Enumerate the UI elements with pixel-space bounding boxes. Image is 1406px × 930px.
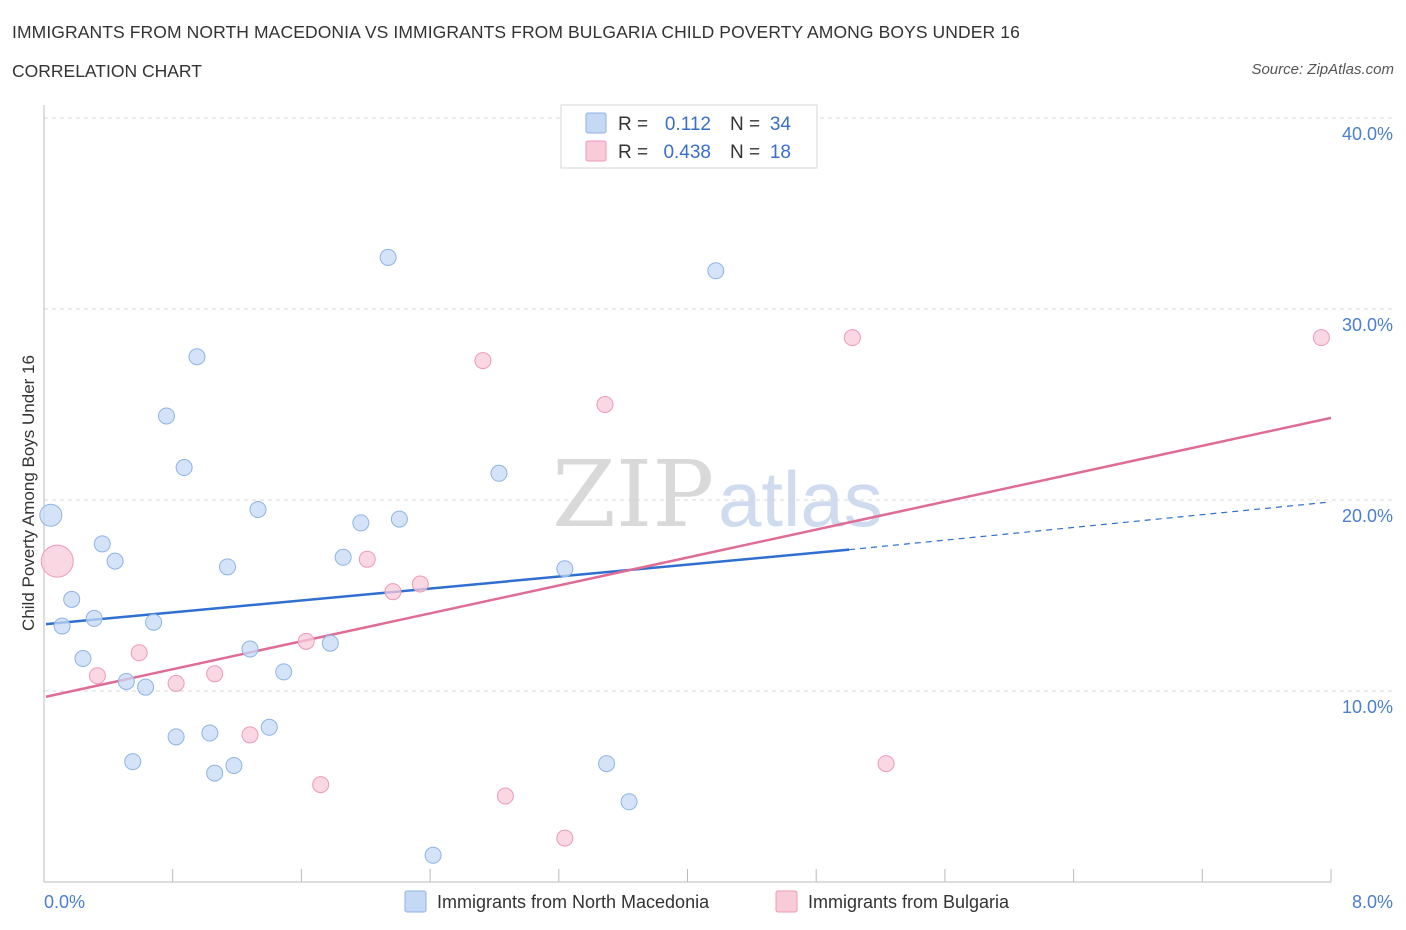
point-north-macedonia-22 bbox=[275, 663, 293, 681]
point-bulgaria-2 bbox=[130, 644, 148, 662]
legend-r-value-2: 0.438 bbox=[663, 142, 711, 163]
point-north-macedonia-33 bbox=[707, 262, 725, 280]
point-north-macedonia-15 bbox=[201, 724, 219, 742]
point-north-macedonia-1 bbox=[53, 617, 71, 635]
y-tick-label-20: 20.0% bbox=[1342, 506, 1393, 526]
point-bulgaria-4 bbox=[206, 665, 224, 683]
point-north-macedonia-16 bbox=[206, 764, 224, 782]
point-north-macedonia-2 bbox=[63, 590, 81, 608]
correlation-legend: R = 0.112 N = 34 R = 0.438 N = 18 bbox=[560, 104, 818, 169]
point-bulgaria-9 bbox=[384, 583, 402, 601]
point-north-macedonia-27 bbox=[390, 510, 408, 528]
x-tick-label-min: 0.0% bbox=[44, 892, 85, 912]
legend-r-label-2: R = bbox=[618, 142, 648, 163]
trend-line-north-macedonia-extension bbox=[849, 501, 1332, 551]
point-bulgaria-10 bbox=[411, 575, 429, 593]
point-north-macedonia-4 bbox=[85, 609, 103, 627]
point-north-macedonia-17 bbox=[219, 558, 237, 576]
point-north-macedonia-30 bbox=[556, 560, 574, 578]
point-north-macedonia-23 bbox=[321, 634, 339, 652]
point-bulgaria-7 bbox=[312, 776, 330, 794]
point-north-macedonia-20 bbox=[249, 501, 267, 519]
chart-title: IMMIGRANTS FROM NORTH MACEDONIA VS IMMIG… bbox=[12, 22, 1020, 42]
point-north-macedonia-24 bbox=[334, 548, 352, 566]
y-tick-label-30: 30.0% bbox=[1342, 315, 1393, 335]
point-north-macedonia-13 bbox=[175, 459, 193, 477]
point-north-macedonia-25 bbox=[352, 514, 370, 532]
point-bulgaria-6 bbox=[297, 632, 315, 650]
point-bulgaria-13 bbox=[556, 829, 574, 847]
point-bulgaria-3 bbox=[167, 674, 185, 692]
chart-subtitle: CORRELATION CHART bbox=[12, 61, 202, 81]
bottom-legend-swatch-north-macedonia bbox=[404, 890, 427, 913]
watermark-zip: ZIP bbox=[552, 441, 714, 548]
legend-n-label-2: N = bbox=[730, 142, 760, 163]
source-label: Source: ZipAtlas.com bbox=[1251, 61, 1394, 78]
point-north-macedonia-14 bbox=[188, 348, 206, 366]
point-bulgaria-16 bbox=[877, 755, 895, 773]
point-north-macedonia-29 bbox=[490, 464, 508, 482]
x-tick-label-max: 8.0% bbox=[1352, 892, 1393, 912]
point-north-macedonia-12 bbox=[167, 728, 185, 746]
y-axis-title: Child Poverty Among Boys Under 16 bbox=[19, 355, 38, 631]
point-bulgaria-14 bbox=[596, 396, 614, 413]
point-north-macedonia-21 bbox=[260, 718, 278, 736]
point-bulgaria-8 bbox=[358, 550, 376, 568]
watermark-atlas: atlas bbox=[718, 455, 883, 543]
point-north-macedonia-3 bbox=[74, 650, 92, 668]
point-north-macedonia-19 bbox=[241, 640, 259, 658]
point-north-macedonia-31 bbox=[598, 755, 616, 773]
point-north-macedonia-26 bbox=[379, 248, 397, 266]
point-north-macedonia-6 bbox=[106, 552, 124, 570]
bottom-legend-label-bulgaria: Immigrants from Bulgaria bbox=[808, 892, 1010, 912]
legend-r-label-1: R = bbox=[618, 114, 648, 135]
point-bulgaria-11 bbox=[474, 352, 492, 370]
point-bulgaria-12 bbox=[496, 787, 514, 805]
point-bulgaria-0 bbox=[40, 544, 74, 578]
point-north-macedonia-9 bbox=[137, 678, 155, 696]
legend-r-value-1: 0.112 bbox=[665, 114, 711, 135]
point-bulgaria-15 bbox=[843, 329, 861, 347]
point-north-macedonia-28 bbox=[424, 846, 442, 864]
point-north-macedonia-8 bbox=[124, 753, 142, 771]
point-north-macedonia-18 bbox=[225, 756, 243, 774]
point-north-macedonia-10 bbox=[145, 613, 163, 631]
legend-swatch-bulgaria bbox=[585, 140, 607, 162]
y-tick-label-40: 40.0% bbox=[1342, 124, 1393, 144]
trend-lines bbox=[45, 416, 1332, 698]
x-ticks bbox=[43, 869, 1332, 882]
legend-n-value-1: 34 bbox=[770, 114, 792, 135]
point-bulgaria-5 bbox=[241, 726, 259, 744]
legend-n-value-2: 18 bbox=[770, 142, 791, 163]
point-bulgaria-17 bbox=[1312, 329, 1330, 347]
point-bulgaria-1 bbox=[88, 667, 106, 685]
legend-n-label-1: N = bbox=[730, 114, 760, 135]
trend-line-north-macedonia bbox=[45, 548, 850, 626]
y-tick-label-10: 10.0% bbox=[1342, 697, 1393, 717]
bottom-legend-swatch-bulgaria bbox=[775, 890, 798, 913]
point-north-macedonia-11 bbox=[157, 407, 175, 425]
legend-swatch-north-macedonia bbox=[585, 112, 607, 134]
point-north-macedonia-7 bbox=[117, 672, 135, 690]
bottom-legend-label-north-macedonia: Immigrants from North Macedonia bbox=[437, 892, 710, 912]
y-tick-labels: 10.0% 20.0% 30.0% 40.0% bbox=[1342, 124, 1393, 717]
point-north-macedonia-0 bbox=[39, 503, 63, 527]
point-north-macedonia-32 bbox=[620, 793, 638, 811]
data-points bbox=[39, 248, 1330, 864]
point-north-macedonia-5 bbox=[93, 535, 111, 553]
series-legend: Immigrants from North Macedonia Immigran… bbox=[404, 890, 1010, 913]
trend-line-bulgaria bbox=[45, 416, 1332, 698]
